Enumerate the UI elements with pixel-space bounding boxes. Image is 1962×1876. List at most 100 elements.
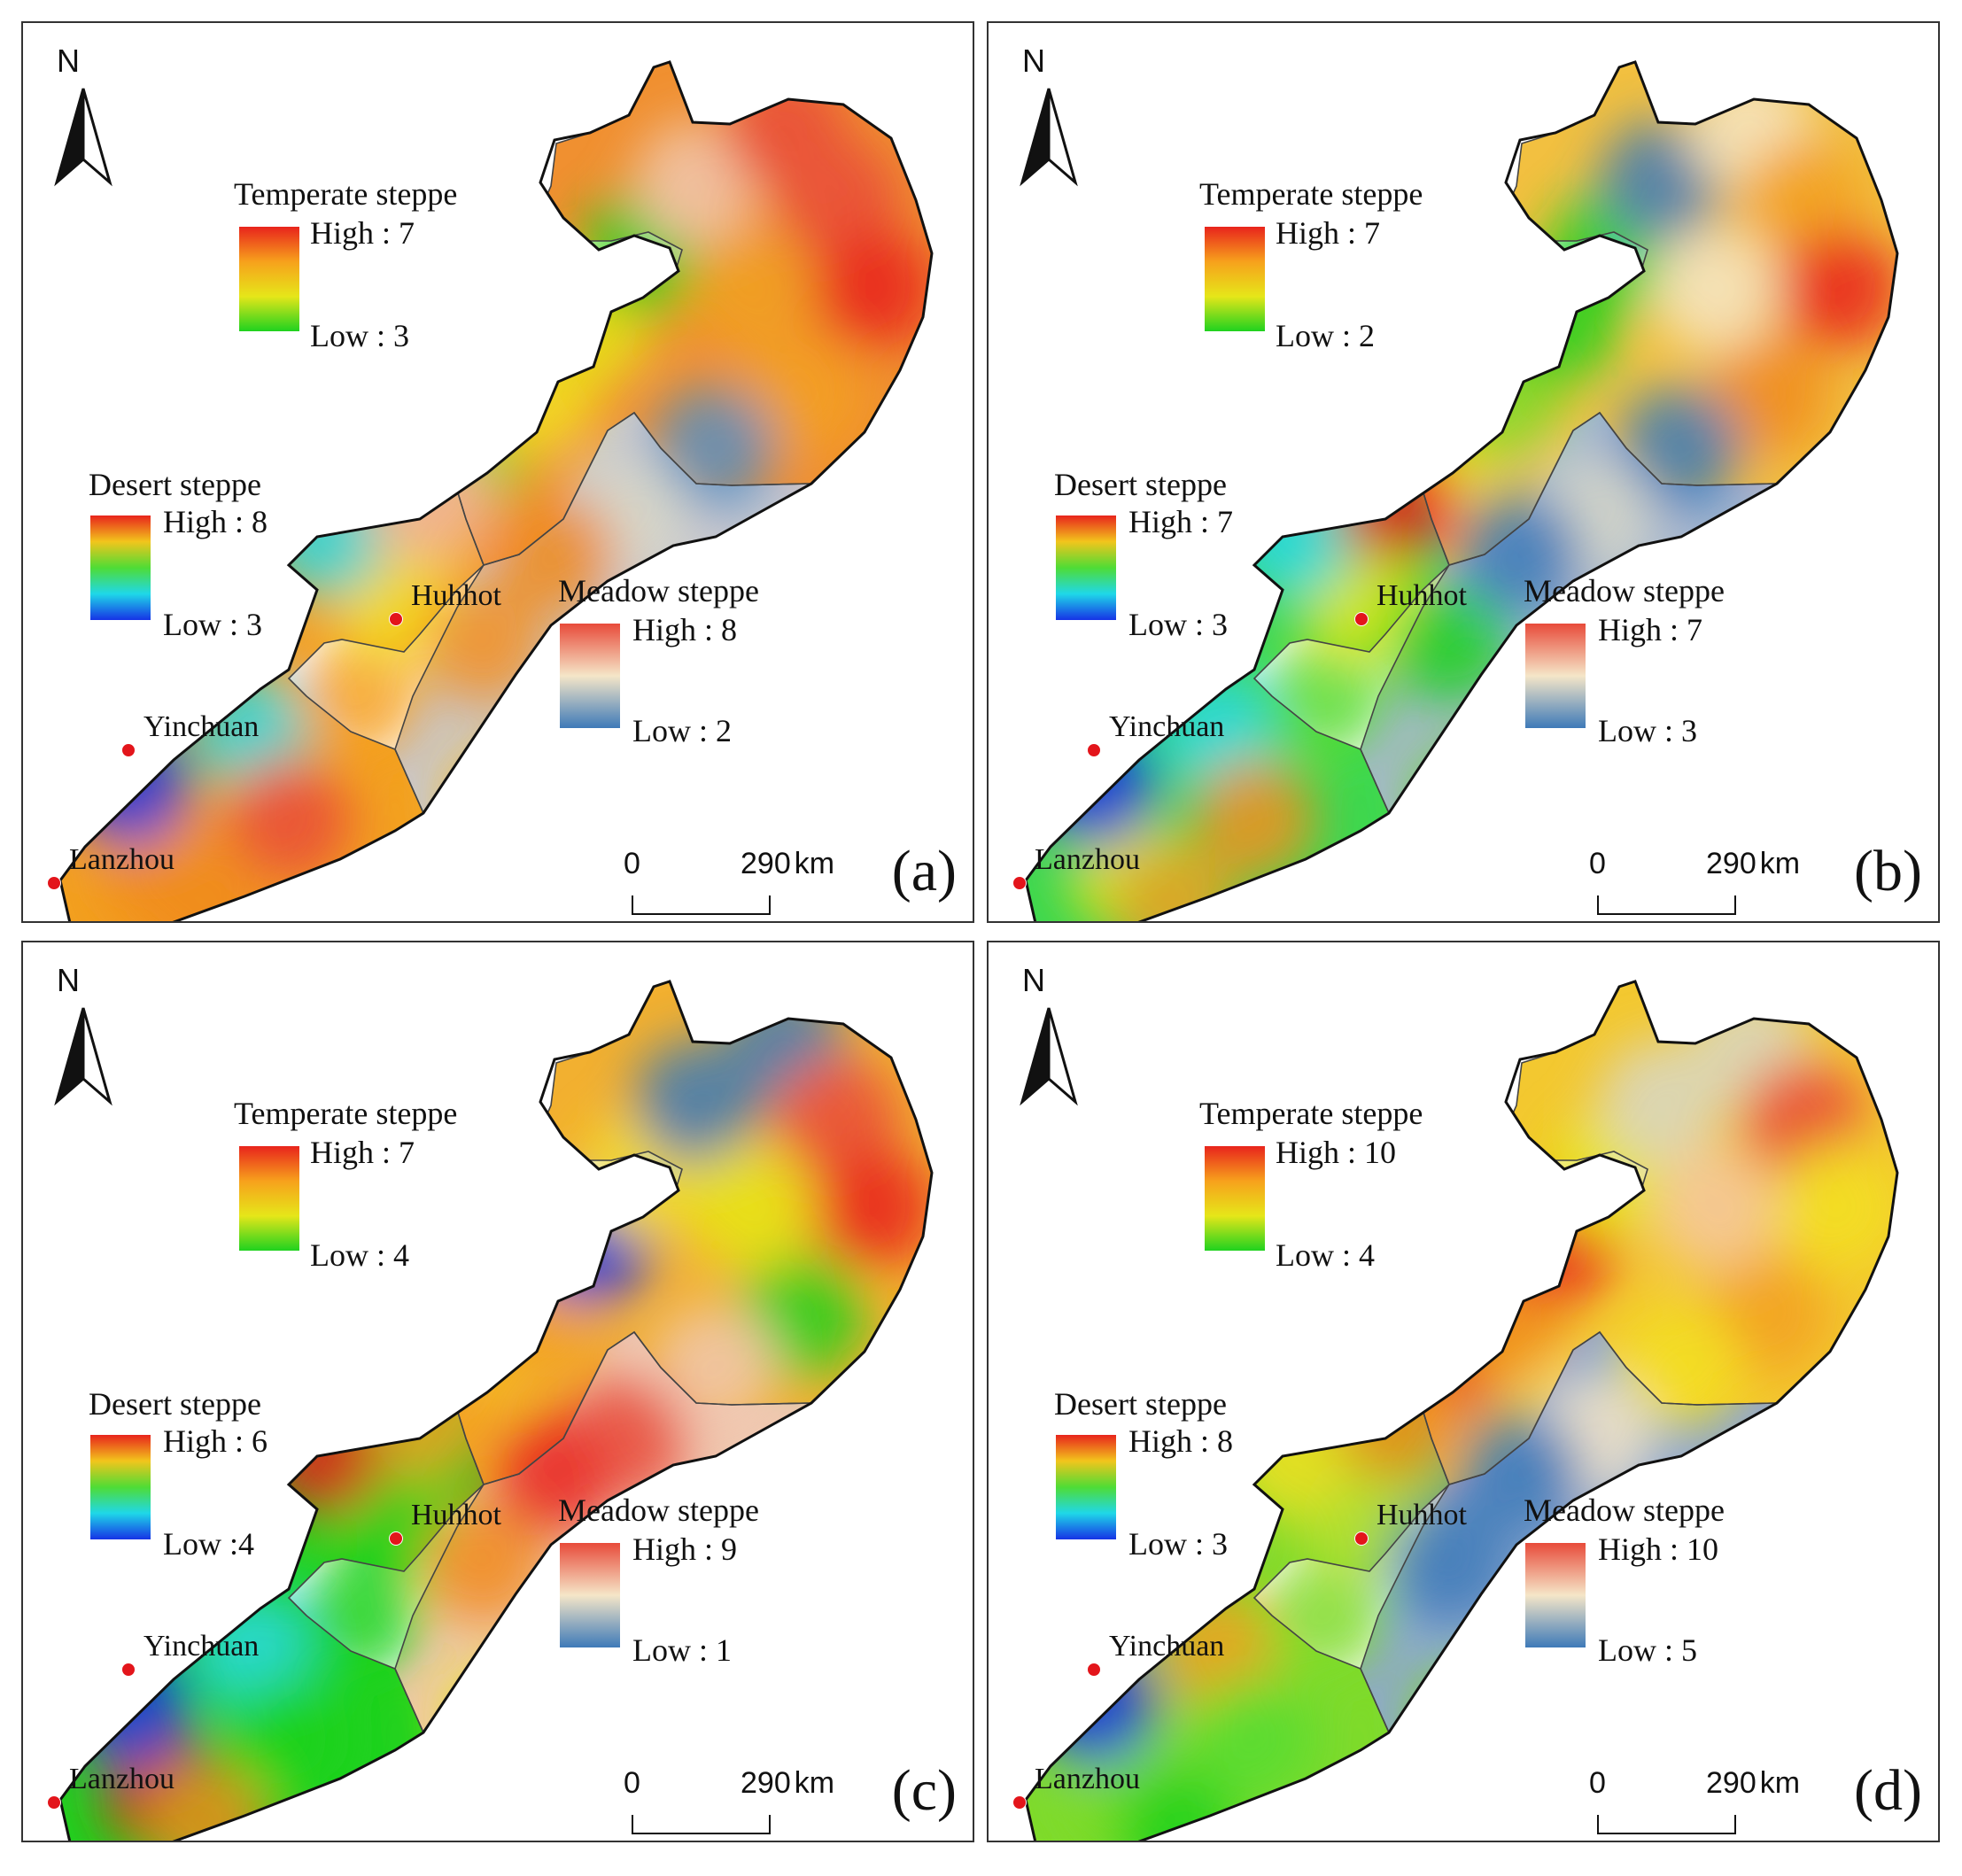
interpolated-value-patch: [1617, 386, 1741, 510]
scale-unit: km: [1759, 1766, 1801, 1800]
scale-bar: 0 290 km: [1564, 847, 1800, 918]
legend-high-value: High : 7: [310, 215, 415, 251]
legend-color-ramp: [1525, 1543, 1586, 1647]
interpolated-value-patch: [1440, 1252, 1564, 1376]
meadow-steppe-zone: [1361, 413, 1777, 813]
interpolated-value-patch: [492, 1412, 617, 1536]
interpolated-value-patch: [475, 333, 599, 457]
interpolated-value-patch: [652, 386, 776, 510]
interpolated-value-patch: [1617, 1306, 1741, 1430]
scale-zero: 0: [624, 1766, 640, 1800]
scale-line: [1597, 1815, 1736, 1834]
legend-low-value: Low : 3: [310, 318, 409, 353]
scale-distance-value: 290: [741, 847, 791, 880]
scale-bar: 0 290 km: [1564, 1766, 1800, 1837]
scale-distance: 290 km: [1706, 847, 1800, 881]
interpolated-value-patch: [1458, 1412, 1582, 1536]
city-marker: [121, 743, 136, 757]
scale-distance: 290 km: [741, 847, 834, 881]
interpolated-value-patch: [1334, 1359, 1458, 1483]
legend-low-value: Low : 2: [632, 713, 732, 748]
scale-zero: 0: [624, 847, 640, 880]
legend-low-value: Low :4: [163, 1526, 254, 1562]
city-marker: [389, 1531, 403, 1546]
region-outline: [1024, 60, 1899, 921]
legend-color-ramp: [1056, 1435, 1116, 1539]
legend-low-value: Low : 4: [1276, 1237, 1375, 1273]
interpolated-value-patch: [368, 1359, 492, 1483]
map-panel-a: N Temperate steppe High : 7 Low : 3 Desert s…: [21, 21, 974, 923]
map-panel-d: N Temperate steppe High : 10 Low : 4 Desert …: [987, 941, 1940, 1842]
city-label-yinchuan: Yinchuan: [1109, 1630, 1225, 1663]
interpolated-value-patch: [1192, 1678, 1316, 1802]
interpolated-value-patch: [298, 634, 422, 758]
legend-title: Desert steppe: [1054, 1386, 1227, 1422]
meadow-steppe-zone: [395, 413, 811, 813]
legend-high-value: High : 8: [632, 612, 738, 647]
scale-line: [632, 1815, 771, 1834]
scale-unit: km: [794, 847, 835, 880]
legend-color-ramp: [560, 1543, 620, 1647]
city-marker: [1012, 1795, 1027, 1810]
north-label: N: [57, 962, 80, 998]
legend-low-value: Low : 3: [1128, 607, 1228, 642]
north-label: N: [1022, 43, 1045, 79]
city-label-lanzhou: Lanzhou: [69, 843, 174, 876]
scale-bar: 0 290 km: [599, 847, 834, 918]
city-label-huhhot: Huhhot: [1377, 579, 1467, 612]
legend-high-value: High : 8: [1128, 1423, 1234, 1459]
legend-color-ramp: [90, 516, 151, 620]
legend-high-value: High : 10: [1598, 1531, 1719, 1567]
city-marker: [1087, 743, 1101, 757]
city-label-yinchuan: Yinchuan: [143, 1630, 260, 1663]
legend-high-value: High : 7: [310, 1135, 415, 1170]
north-arrow-icon: [1020, 88, 1078, 187]
scale-zero: 0: [1589, 1766, 1606, 1800]
legend-color-ramp: [1056, 516, 1116, 620]
city-label-yinchuan: Yinchuan: [143, 710, 260, 743]
city-marker: [1354, 1531, 1369, 1546]
interpolated-value-patch: [475, 1252, 599, 1376]
legend-color-ramp: [90, 1435, 151, 1539]
scale-bar: 0 290 km: [599, 1766, 834, 1837]
scale-distance: 290 km: [741, 1766, 834, 1801]
region-outline: [1024, 980, 1899, 1841]
interpolated-value-patch: [811, 1146, 932, 1270]
city-label-yinchuan: Yinchuan: [1109, 710, 1225, 743]
panel-label: (d): [1854, 1758, 1922, 1823]
scale-distance-value: 290: [741, 1766, 791, 1800]
region-outline: [58, 60, 934, 921]
legend-low-value: Low : 4: [310, 1237, 409, 1273]
region-outline: [58, 980, 934, 1841]
panel-label: (c): [891, 1758, 957, 1823]
city-marker: [121, 1663, 136, 1677]
north-arrow-icon: [1020, 1007, 1078, 1106]
interpolated-value-patch: [1653, 227, 1777, 351]
interpolated-value-patch: [1263, 634, 1387, 758]
interpolated-value-patch: [1334, 439, 1458, 563]
legend-high-value: High : 10: [1276, 1135, 1397, 1170]
legend-title: Meadow steppe: [558, 1492, 759, 1528]
scale-unit: km: [794, 1766, 835, 1800]
city-marker: [47, 876, 61, 890]
scale-zero: 0: [1589, 847, 1606, 880]
interpolated-value-patch: [227, 758, 351, 882]
scale-distance-value: 290: [1706, 1766, 1756, 1800]
legend-title: Temperate steppe: [234, 1096, 458, 1131]
city-label-huhhot: Huhhot: [411, 579, 501, 612]
panel-label: (b): [1854, 839, 1922, 903]
interpolated-value-patch: [811, 227, 932, 351]
steppe-map: [58, 980, 934, 1841]
legend-color-ramp: [1205, 227, 1265, 331]
city-label-lanzhou: Lanzhou: [1035, 843, 1140, 876]
scale-distance-value: 290: [1706, 847, 1756, 880]
city-marker: [389, 612, 403, 626]
steppe-map: [1024, 60, 1899, 921]
interpolated-value-patch: [1192, 758, 1316, 882]
legend-color-ramp: [239, 1146, 299, 1251]
legend-color-ramp: [560, 624, 620, 728]
scale-line: [1597, 895, 1736, 915]
city-marker: [47, 1795, 61, 1810]
legend-high-value: High : 8: [163, 504, 268, 539]
legend-high-value: High : 9: [632, 1531, 738, 1567]
